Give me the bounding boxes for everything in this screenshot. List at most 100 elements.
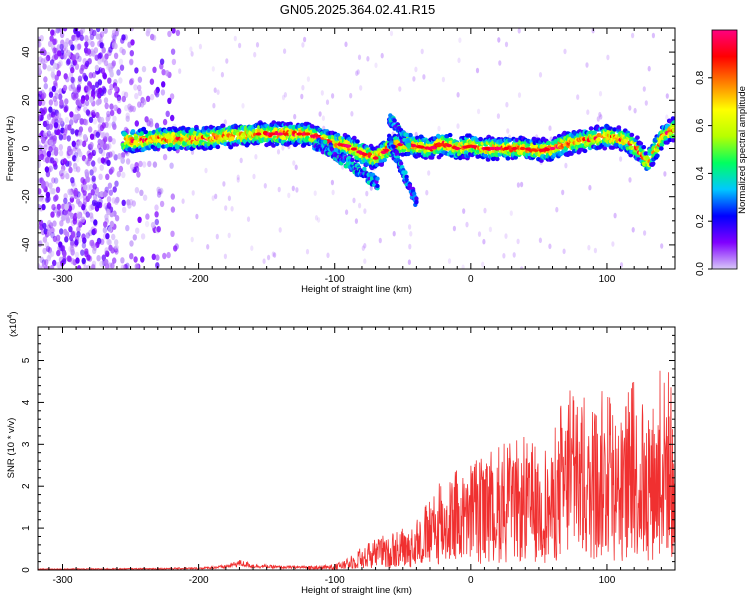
heatmap-cell (129, 50, 134, 57)
heatmap-cell (168, 142, 174, 148)
heatmap-cell (68, 71, 74, 79)
heatmap-cell (72, 183, 77, 190)
heatmap-cell (255, 42, 260, 48)
heatmap-cell (117, 153, 122, 160)
heatmap-cell (351, 135, 357, 141)
heatmap-cell (68, 226, 73, 233)
heatmap-cell (38, 203, 42, 211)
heatmap-cell (96, 28, 101, 33)
heatmap-cell (643, 230, 647, 236)
heatmap-cell (118, 58, 124, 65)
heatmap-cell (101, 55, 106, 63)
heatmap-cell (295, 187, 299, 193)
heatmap-cell (129, 58, 134, 65)
heatmap-cell (511, 146, 518, 151)
heatmap-cell (137, 101, 142, 108)
heatmap-cell (456, 123, 460, 129)
heatmap-cell (429, 145, 436, 150)
heatmap-cell (355, 139, 360, 144)
heatmap-cell (65, 59, 71, 66)
heatmap-cell (99, 42, 104, 49)
heatmap-cell (90, 40, 95, 48)
heatmap-cell (654, 153, 660, 158)
heatmap-cell (325, 99, 330, 105)
heatmap-cell (41, 203, 46, 211)
heatmap-cell (53, 149, 59, 156)
heatmap-cell (125, 115, 130, 122)
heatmap-cell (189, 46, 193, 52)
heatmap-cell (273, 127, 278, 132)
spectrogram-y-axis-label: Frequency (Hz) (5, 116, 16, 181)
heatmap-cell (77, 55, 82, 62)
heatmap-cell (93, 47, 99, 54)
snr-scale-close: ) (8, 311, 19, 314)
heatmap-cell (170, 206, 176, 213)
heatmap-cell (549, 146, 556, 151)
heatmap-cell (129, 240, 134, 247)
heatmap-cell (129, 105, 134, 112)
heatmap-cell (633, 107, 637, 114)
heatmap-cell (414, 196, 419, 201)
heatmap-cell (54, 113, 60, 121)
heatmap-cell (88, 72, 94, 79)
heatmap-cell (97, 79, 103, 86)
heatmap-cell (103, 221, 108, 228)
heatmap-cell (392, 118, 397, 123)
heatmap-cell (330, 179, 334, 186)
heatmap-cell (355, 70, 359, 77)
heatmap-cell (79, 34, 85, 42)
colorbar-tick-label: 0.6 (695, 118, 706, 132)
heatmap-cell (663, 171, 667, 177)
heatmap-cell (484, 146, 491, 151)
heatmap-cell (504, 41, 509, 48)
heatmap-cell (39, 256, 44, 263)
heatmap-cell (77, 236, 82, 243)
heatmap-cell (548, 243, 552, 250)
heatmap-cell (156, 186, 161, 193)
heatmap-cell (62, 158, 68, 165)
heatmap-cell (96, 201, 101, 209)
heatmap-cell (446, 144, 453, 148)
heatmap-cell (110, 109, 115, 116)
heatmap-cell (73, 189, 78, 197)
heatmap-cell (293, 113, 297, 120)
heatmap-cell (403, 170, 408, 175)
heatmap-cell (317, 217, 321, 223)
heatmap-cell (92, 29, 97, 37)
heatmap-cell (654, 148, 660, 153)
heatmap-cell (38, 140, 41, 147)
heatmap-cell (87, 154, 93, 162)
heatmap-cell (427, 170, 431, 176)
heatmap-cell (57, 61, 62, 69)
heatmap-marks (38, 28, 675, 269)
heatmap-cell (64, 204, 69, 211)
heatmap-cell (602, 146, 608, 151)
heatmap-cell (374, 62, 378, 69)
heatmap-cell (52, 136, 57, 143)
heatmap-cell (106, 208, 111, 216)
heatmap-cell (104, 53, 109, 60)
heatmap-cell (78, 131, 83, 138)
heatmap-cell (599, 114, 603, 120)
heatmap-cell (63, 47, 69, 54)
heatmap-cell (112, 34, 117, 41)
heatmap-cell (109, 83, 114, 91)
heatmap-cell (282, 132, 289, 136)
heatmap-cell (241, 103, 245, 109)
heatmap-cell (223, 253, 227, 260)
heatmap-cell (154, 122, 160, 129)
heatmap-cell (408, 224, 412, 230)
heatmap-cell (647, 148, 653, 154)
heatmap-cell (64, 98, 69, 105)
heatmap-cell (61, 258, 67, 265)
heatmap-cell (85, 176, 90, 183)
heatmap-cell (111, 29, 117, 36)
spectrogram-y-tick-label: -20 (21, 189, 32, 204)
heatmap-cell (99, 164, 104, 171)
heatmap-cell (52, 47, 57, 54)
heatmap-cell (94, 90, 99, 97)
heatmap-cell (369, 176, 375, 181)
heatmap-cell (111, 42, 117, 49)
heatmap-cell (211, 66, 215, 72)
heatmap-cell (357, 54, 362, 61)
